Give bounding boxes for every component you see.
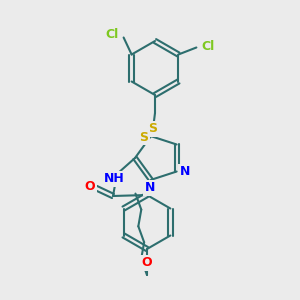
Text: O: O <box>142 256 152 269</box>
Text: Cl: Cl <box>105 28 119 41</box>
Text: Cl: Cl <box>201 40 214 53</box>
Text: O: O <box>85 181 95 194</box>
Text: N: N <box>179 165 190 178</box>
Text: NH: NH <box>103 172 124 185</box>
Text: N: N <box>145 182 155 194</box>
Text: S: S <box>140 130 148 144</box>
Text: S: S <box>148 122 158 136</box>
